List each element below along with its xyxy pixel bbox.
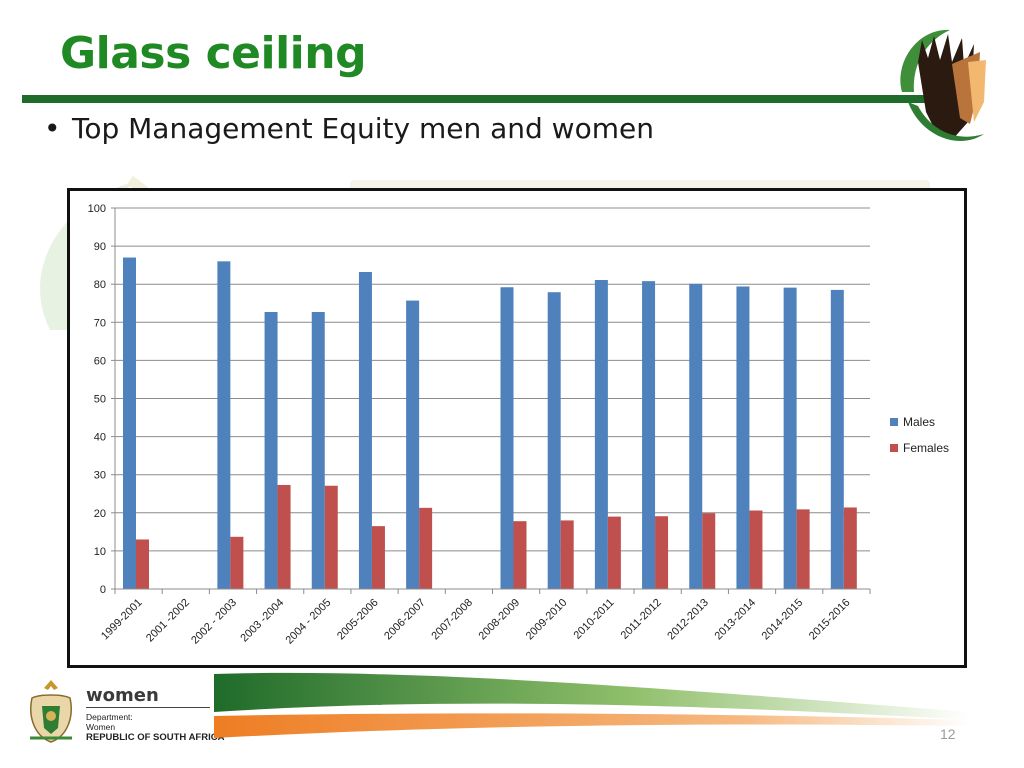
bar-males [264,312,278,589]
y-tick-label: 60 [94,355,106,367]
y-tick-label: 70 [94,317,106,329]
x-tick-label: 2011-2012 [619,597,664,642]
legend-item-males: Males [890,409,949,435]
women-silhouette-logo-icon [900,29,986,141]
legend-item-females: Females [890,435,949,461]
bar-males [311,312,325,589]
bar-females [513,521,527,589]
bar-males [406,300,420,589]
y-tick-label: 20 [94,508,106,520]
bar-males [500,287,514,589]
y-tick-label: 30 [94,470,106,482]
x-tick-label: 2015-2016 [807,597,853,643]
department-name: women [86,685,159,706]
bar-females [655,516,669,589]
bar-males [642,281,656,589]
footer-swoosh [214,672,970,738]
x-tick-label: 2006-2007 [382,597,428,643]
bar-females [324,485,338,589]
page-number: 12 [940,726,956,742]
x-tick-label: 2002 - 2003 [189,597,239,647]
x-tick-label: 2003 -2004 [238,597,286,645]
bullet-text: Top Management Equity men and women [72,112,654,145]
department-label: Department: [86,712,133,722]
y-tick-label: 0 [100,584,106,596]
department-block: women Department: Women REPUBLIC OF SOUT… [86,685,224,744]
bar-chart: 0 10 20 30 40 50 60 70 80 90 100 1999-2001 2001 -200… [67,188,967,668]
bar-females [749,510,763,589]
bar-males [830,289,844,589]
bar-males [217,261,231,589]
y-tick-label: 90 [94,241,106,253]
legend-swatch-males [890,418,898,426]
bar-males [689,283,703,589]
bar-females [843,507,857,589]
x-tick-label: 1999-2001 [99,597,145,643]
bullet-icon: • [44,112,61,145]
bar-females [607,516,621,589]
y-tick-label: 80 [94,279,106,291]
x-tick-label: 2010-2011 [571,597,616,642]
x-tick-label: 2013-2014 [712,597,758,643]
y-tick-label: 10 [94,546,106,558]
bar-females [371,526,385,589]
republic-label: REPUBLIC OF SOUTH AFRICA [86,732,225,743]
y-tick-label: 40 [94,432,106,444]
slide-footer: women Department: Women REPUBLIC OF SOUT… [0,668,1024,768]
bar-females [702,513,716,589]
bar-males [594,280,608,589]
department-line: Women [86,722,116,732]
x-tick-label: 2004 - 2005 [283,597,333,647]
bar-females [277,484,291,589]
bar-males [358,272,372,589]
bar-males [547,292,561,589]
bullet-item: • Top Management Equity men and women [44,112,654,145]
department-divider [86,707,210,708]
bar-females [419,507,433,589]
x-tick-label: 2001 -2002 [144,597,192,645]
title-divider [22,95,930,103]
bar-females [796,509,810,589]
x-tick-label: 2007-2008 [429,597,475,643]
y-tick-label: 100 [88,203,106,215]
y-tick-label: 50 [94,394,106,406]
legend-label-females: Females [903,441,950,455]
bar-males [783,287,797,589]
bar-females [136,539,149,589]
slide-title: Glass ceiling [60,28,367,79]
x-tick-label: 2014-2015 [760,597,806,643]
x-tick-label: 2012-2013 [665,597,711,643]
chart-legend: Males Females [890,409,949,461]
bar-males [736,286,750,589]
chart-canvas: 0 10 20 30 40 50 60 70 80 90 100 1999-2001 2001 -200… [88,203,871,647]
x-tick-label: 2009-2010 [524,597,570,643]
x-tick-label: 2008-2009 [477,597,523,643]
legend-swatch-females [890,444,898,452]
bar-females [560,520,574,589]
bar-males [123,257,136,589]
bar-females [230,536,244,589]
coat-of-arms-icon [30,680,72,743]
legend-label-males: Males [903,415,936,429]
x-tick-label: 2005-2006 [335,597,381,643]
